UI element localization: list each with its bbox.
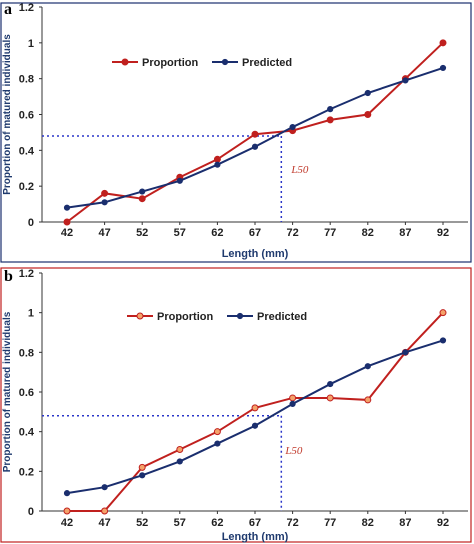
data-point-proportion xyxy=(213,428,221,436)
data-point-proportion xyxy=(326,116,334,124)
legend-swatch-marker xyxy=(136,312,144,320)
data-point-predicted xyxy=(63,204,71,211)
data-point-proportion xyxy=(138,195,146,203)
data-point-proportion xyxy=(289,394,297,402)
y-tick-label: 0 xyxy=(28,506,34,518)
data-point-predicted xyxy=(327,380,334,388)
y-axis-title: Proportion of matured individuals xyxy=(2,311,13,472)
x-tick-label: 47 xyxy=(98,517,110,529)
l50-annotation: L50 xyxy=(290,164,309,176)
y-tick-label: 1 xyxy=(28,38,34,50)
x-tick-label: 82 xyxy=(362,517,374,529)
panel-b-letter: b xyxy=(4,268,13,285)
data-point-predicted xyxy=(63,490,71,497)
x-axis-title: Length (mm) xyxy=(222,248,289,260)
data-point-proportion xyxy=(364,396,372,404)
y-tick-label: 0.8 xyxy=(19,347,34,359)
panel-b-chart: b 0 0.2 0.4 0.6 0.8 1 1.2 42 47 52 57 62 67 72 77 82 87 9… xyxy=(0,267,472,543)
x-tick-label: 77 xyxy=(324,517,336,529)
panel-a-chart: a 0 0.2 0.4 0.6 0.8 1 1.2 42 47 52 57 62 67 72 77 82 87 9… xyxy=(0,1,472,263)
x-tick-label: 77 xyxy=(324,227,336,239)
x-tick-label: 57 xyxy=(174,227,186,239)
x-tick-label: 47 xyxy=(98,227,110,239)
legend-label: Proportion xyxy=(157,311,213,323)
data-point-proportion xyxy=(138,463,146,471)
data-point-proportion xyxy=(101,189,109,197)
x-tick-label: 57 xyxy=(174,517,186,529)
data-point-predicted xyxy=(402,77,409,84)
legend-swatch-marker xyxy=(221,58,229,66)
x-tick-label: 87 xyxy=(399,517,411,529)
panel-a-frame xyxy=(0,2,472,263)
x-tick-label: 52 xyxy=(136,517,148,529)
x-tick-label: 67 xyxy=(249,227,261,239)
legend-label: Proportion xyxy=(142,57,198,69)
y-tick-label: 0.6 xyxy=(19,110,34,122)
data-point-proportion xyxy=(251,130,259,138)
y-tick-label: 1.2 xyxy=(19,2,34,14)
data-point-predicted xyxy=(327,106,334,113)
data-point-proportion xyxy=(364,111,372,118)
x-tick-label: 52 xyxy=(136,227,148,239)
legend-label: Predicted xyxy=(257,311,307,323)
y-tick-label: 0.6 xyxy=(19,387,34,399)
y-tick-label: 0.2 xyxy=(19,466,34,478)
data-point-predicted xyxy=(251,143,259,150)
data-point-predicted xyxy=(439,337,447,344)
data-point-predicted xyxy=(439,64,447,72)
x-tick-label: 82 xyxy=(362,227,374,239)
legend-swatch-marker xyxy=(121,58,129,66)
y-axis-title: Proportion of matured individuals xyxy=(2,34,13,195)
data-point-proportion xyxy=(439,39,447,47)
x-tick-label: 72 xyxy=(286,227,298,239)
l50-annotation: L50 xyxy=(284,445,303,457)
panel-b-frame xyxy=(0,267,472,543)
data-point-predicted xyxy=(214,161,221,168)
x-tick-label: 92 xyxy=(437,517,449,529)
data-point-predicted xyxy=(101,199,108,206)
x-tick-label: 72 xyxy=(286,517,298,529)
data-point-predicted xyxy=(289,400,296,407)
x-tick-label: 42 xyxy=(61,517,73,529)
data-point-proportion xyxy=(63,218,71,226)
y-tick-label: 0.4 xyxy=(19,145,35,157)
data-point-predicted xyxy=(139,188,146,195)
data-point-proportion xyxy=(176,446,184,454)
panel-a-letter: a xyxy=(4,1,12,18)
y-tick-label: 1 xyxy=(28,308,34,320)
panel-b-plot-area: 0 0.2 0.4 0.6 0.8 1 1.2 42 47 52 57 62 67 72 77 82 87 92 L… xyxy=(2,268,468,543)
data-point-proportion xyxy=(63,507,71,515)
x-tick-label: 62 xyxy=(211,517,223,529)
data-point-proportion xyxy=(326,394,334,402)
data-point-predicted xyxy=(176,177,183,184)
y-tick-label: 1.2 xyxy=(19,268,34,280)
x-tick-label: 92 xyxy=(437,227,449,239)
legend-label: Predicted xyxy=(242,57,292,69)
x-tick-label: 87 xyxy=(399,227,411,239)
data-point-predicted xyxy=(214,440,221,447)
data-point-predicted xyxy=(139,472,146,479)
data-point-proportion xyxy=(213,155,221,163)
data-point-predicted xyxy=(289,123,296,131)
data-point-predicted xyxy=(176,458,183,465)
y-tick-label: 0.2 xyxy=(19,181,34,193)
y-tick-label: 0 xyxy=(28,217,34,229)
x-tick-label: 62 xyxy=(211,227,223,239)
data-point-predicted xyxy=(364,363,371,370)
y-tick-label: 0.4 xyxy=(19,427,35,439)
panel-a-plot-area: 0 0.2 0.4 0.6 0.8 1 1.2 42 47 52 57 62 67 72 77 82 87 92 L… xyxy=(2,2,468,260)
x-tick-label: 67 xyxy=(249,517,261,529)
data-point-predicted xyxy=(402,349,409,356)
data-point-proportion xyxy=(439,309,447,317)
legend-swatch-marker xyxy=(236,312,244,320)
data-point-predicted xyxy=(364,89,371,97)
x-tick-label: 42 xyxy=(61,227,73,239)
x-axis-title: Length (mm) xyxy=(222,531,289,543)
data-point-proportion xyxy=(251,404,259,412)
data-point-predicted xyxy=(101,484,108,491)
data-point-predicted xyxy=(251,422,259,429)
data-point-proportion xyxy=(101,507,109,515)
y-tick-label: 0.8 xyxy=(19,74,34,86)
